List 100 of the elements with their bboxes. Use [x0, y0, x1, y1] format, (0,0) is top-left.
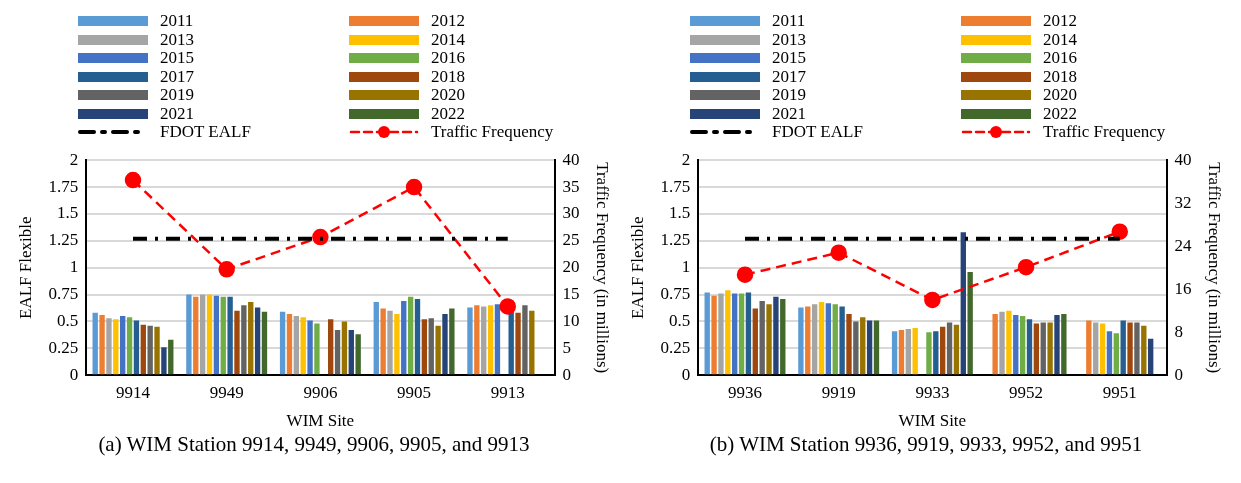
bar: [234, 310, 240, 374]
bar: [992, 313, 998, 374]
bar: [953, 324, 960, 374]
bar: [1019, 315, 1026, 374]
bar: [334, 329, 341, 374]
legend-label: 2014: [431, 29, 465, 49]
y2-tick-label: 15: [562, 283, 580, 303]
legend-label: 2013: [772, 29, 806, 49]
bar: [752, 308, 758, 374]
bar: [401, 300, 407, 374]
x-tick-label: 9933: [915, 382, 950, 402]
x-tick-label: 9913: [490, 382, 525, 402]
bar: [718, 293, 724, 374]
bar: [725, 289, 731, 374]
bar: [286, 313, 293, 374]
legend-label: 2013: [160, 29, 194, 49]
y-tick-label: 1: [681, 256, 691, 276]
bar: [1086, 319, 1092, 374]
point: [736, 265, 754, 283]
bar: [825, 302, 832, 374]
y-tick-label: 0.25: [48, 337, 79, 357]
x-tick-label: 9952: [1009, 382, 1044, 402]
bar: [1013, 314, 1019, 374]
bar: [314, 323, 320, 374]
bar: [522, 304, 528, 374]
x-tick-label: 9919: [821, 382, 856, 402]
legend-label: 2020: [1043, 85, 1077, 105]
bar: [99, 314, 105, 374]
bar: [1127, 322, 1133, 374]
y-tick-label: 0.5: [668, 310, 691, 330]
bar: [113, 318, 119, 374]
legend-label: 2011: [160, 11, 194, 31]
bar: [154, 326, 160, 374]
y2-tick-label: 32: [1174, 192, 1192, 212]
bar: [1141, 325, 1147, 374]
bar: [1061, 313, 1067, 374]
x-tick-label: 9906: [303, 382, 338, 402]
bar: [373, 301, 379, 374]
bar: [853, 320, 859, 374]
bar: [487, 304, 494, 374]
y-axis-title: EALF Flexible: [15, 215, 35, 319]
point: [405, 178, 423, 195]
bar: [1099, 323, 1106, 374]
bar: [960, 231, 966, 374]
bar: [515, 312, 521, 374]
bar: [1134, 322, 1140, 374]
bar: [1147, 338, 1154, 374]
y2-tick-label: 30: [562, 202, 580, 222]
bar: [307, 319, 313, 374]
bar: [161, 346, 167, 374]
bar: [766, 303, 772, 374]
legend-label: 2012: [1043, 11, 1077, 31]
bar: [414, 298, 421, 374]
y2-tick-label: 24: [1174, 235, 1193, 255]
bar: [1106, 330, 1113, 374]
bar: [261, 311, 268, 374]
bar: [832, 303, 838, 374]
bar: [92, 312, 98, 374]
y-tick-label: 0.5: [56, 310, 79, 330]
bar: [254, 306, 261, 374]
legend-label: 2018: [431, 66, 465, 86]
y-tick-label: 0: [69, 364, 79, 384]
y2-tick-label: 20: [562, 256, 580, 276]
bar: [481, 305, 487, 374]
bar: [732, 293, 738, 374]
y-tick-label: 0: [681, 364, 691, 384]
bar: [898, 329, 905, 374]
bar: [241, 304, 247, 374]
bar: [905, 328, 912, 374]
bar: [999, 311, 1005, 374]
bar: [328, 318, 334, 374]
y-tick-label: 1.75: [660, 176, 691, 196]
bar: [1093, 322, 1099, 374]
bar: [745, 291, 752, 374]
bar: [946, 322, 953, 374]
bar: [811, 303, 818, 374]
legend-label: 2011: [772, 11, 806, 31]
bar: [199, 294, 206, 374]
y2-tick-label: 0: [1174, 364, 1184, 384]
bar: [428, 317, 434, 374]
bar: [300, 316, 306, 374]
bar: [140, 324, 146, 374]
bar: [780, 298, 786, 374]
y-tick-label: 1.25: [660, 229, 691, 249]
y2-tick-label: 5: [562, 337, 572, 357]
bar: [227, 296, 233, 374]
legend-label: 2016: [431, 48, 465, 68]
bar: [355, 333, 361, 374]
y2-tick-label: 40: [562, 149, 580, 169]
bar: [926, 331, 932, 374]
legend-label: 2022: [1043, 103, 1077, 123]
y-tick-label: 0.75: [660, 283, 691, 303]
bar: [126, 316, 133, 374]
text: (a) WIM Station 9914, 9949, 9906, 9905, and 9913: [97, 431, 531, 457]
bar: [348, 329, 354, 374]
bar: [494, 303, 501, 374]
bar: [394, 313, 400, 374]
bar: [380, 308, 386, 374]
legend-label: 2017: [772, 66, 806, 86]
bar: [341, 320, 348, 374]
